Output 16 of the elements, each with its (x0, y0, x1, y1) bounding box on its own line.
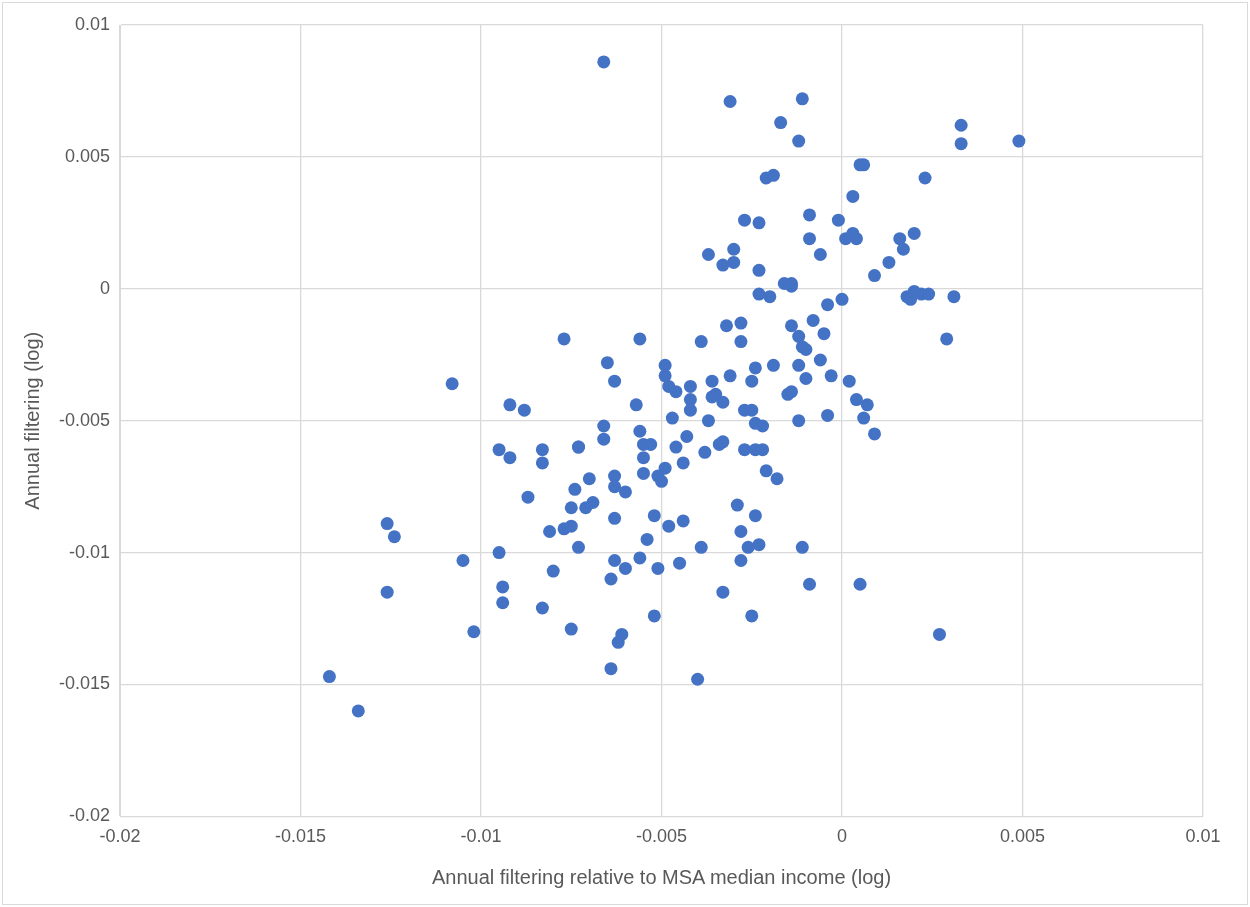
x-tick-label: -0.005 (636, 826, 688, 847)
y-tick-label: -0.015 (58, 673, 111, 694)
y-tick-label: 0.01 (74, 13, 111, 34)
x-tick-label: 0.01 (1185, 826, 1221, 847)
x-tick-label: 0.005 (999, 826, 1046, 847)
x-axis-title: Annual filtering relative to MSA median income (log) (431, 865, 892, 888)
y-tick-label: -0.01 (69, 541, 111, 562)
x-tick-label: -0.02 (99, 826, 141, 847)
x-tick-label: 0 (837, 826, 848, 847)
x-tick-label: -0.015 (275, 826, 327, 847)
y-tick-label: -0.02 (69, 805, 111, 826)
y-tick-label: 0.005 (64, 145, 111, 166)
y-tick-label: -0.005 (58, 409, 111, 430)
x-tick-label: -0.01 (460, 826, 502, 847)
y-tick-label: 0 (100, 277, 111, 298)
y-axis-title: Annual filtering (log) (20, 331, 43, 510)
